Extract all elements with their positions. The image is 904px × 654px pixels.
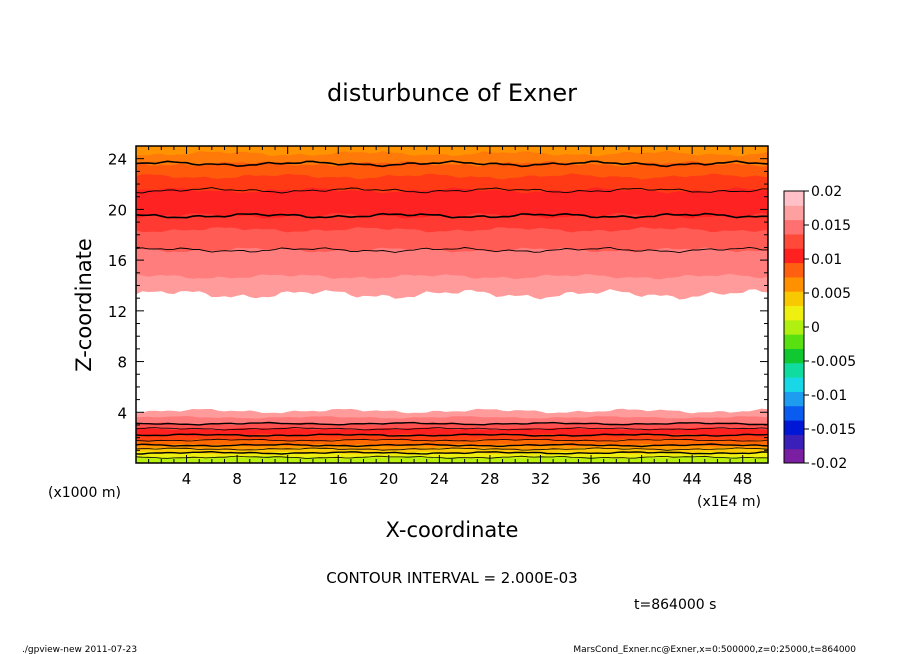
- colorbar-swatch: [784, 262, 804, 278]
- colorbar-label: -0.015: [811, 422, 856, 438]
- colorbar-swatch: [784, 205, 804, 221]
- x-tick-label: 44: [683, 470, 702, 488]
- colorbar-swatch: [784, 405, 804, 421]
- colorbar-swatch: [784, 291, 804, 307]
- top-band-8: [136, 146, 768, 157]
- x-axis-ticks: 4 8 12 16 20 24 28 32 36 40 44 48: [148, 146, 756, 488]
- colorbar-swatch: [784, 219, 804, 235]
- y-tick-label: 8: [117, 354, 127, 372]
- colorbar-swatch: [784, 248, 804, 264]
- colorbar-label: 0.015: [811, 218, 851, 234]
- colorbar-label: 0.01: [811, 252, 842, 268]
- colorbar-swatch: [784, 319, 804, 335]
- colorbar-swatch: [784, 276, 804, 292]
- x-tick-label: 32: [531, 470, 550, 488]
- colorbar-label: -0.02: [811, 456, 847, 472]
- colorbar-swatch: [784, 391, 804, 407]
- y-axis-label: Z-coordinate: [72, 238, 96, 372]
- colorbar-swatch: [784, 334, 804, 349]
- contour-line-bottom-0: [136, 455, 768, 459]
- x-tick-label: 12: [278, 470, 297, 488]
- colorbar-swatch: [784, 448, 804, 464]
- x-tick-label: 48: [733, 470, 752, 488]
- x-tick-label: 20: [379, 470, 398, 488]
- y-tick-label: 4: [117, 404, 127, 422]
- contour-line-top-1: [136, 212, 768, 219]
- time-text: t=864000 s: [634, 597, 716, 613]
- contour-line-bottom-5: [136, 433, 768, 437]
- colorbar-label: 0: [811, 320, 820, 336]
- x-tick-label: 24: [430, 470, 449, 488]
- colorbar-label: -0.005: [811, 354, 856, 370]
- x-tick-label: 36: [581, 470, 600, 488]
- chart-title: disturbunce of Exner: [327, 79, 577, 107]
- contour-line-bottom-7: [136, 421, 768, 426]
- colorbar-swatch: [784, 305, 804, 321]
- colorbar: [784, 191, 804, 464]
- x-tick-label: 8: [232, 470, 242, 488]
- colorbar-swatch: [784, 362, 804, 378]
- footer-left-text: ./gpview-new 2011-07-23: [22, 645, 137, 654]
- colorbar-swatch: [784, 377, 804, 392]
- x-unit-label: (x1E4 m): [697, 494, 761, 510]
- x-tick-label: 4: [182, 470, 192, 488]
- colorbar-label: 0.02: [811, 184, 842, 200]
- footer-right-text: MarsCond_Exner.nc@Exner,x=0:500000,z=0:2…: [573, 645, 856, 654]
- contour-interval-text: CONTOUR INTERVAL = 2.000E-03: [326, 569, 577, 587]
- contour-line-bottom-2: [136, 447, 768, 451]
- x-tick-label: 16: [329, 470, 348, 488]
- y-unit-label: (x1000 m): [48, 485, 121, 501]
- contour-line-bottom-4: [136, 438, 768, 442]
- contour-line-top-2: [136, 187, 768, 194]
- contour-line-top-0: [136, 246, 768, 254]
- colorbar-labels: 0.02 0.015 0.01 0.005 0 -0.005 -0.01 -0.015 -0.0…: [804, 184, 856, 472]
- x-axis-label: X-coordinate: [386, 518, 519, 542]
- contour-lines: [136, 160, 768, 459]
- colorbar-swatch: [784, 348, 804, 364]
- y-tick-label: 24: [108, 151, 127, 169]
- contour-line-bottom-3: [136, 443, 768, 448]
- y-tick-label: 12: [108, 303, 127, 321]
- colorbar-swatch: [784, 420, 804, 435]
- colorbar-swatch: [784, 233, 804, 249]
- y-tick-label: 16: [108, 252, 127, 270]
- y-axis-ticks: 4 8 12 16 20 24: [108, 151, 768, 451]
- colorbar-label: 0.005: [811, 286, 851, 302]
- contour-line-top-3: [136, 160, 768, 168]
- colorbar-label: -0.01: [811, 388, 847, 404]
- contour-line-bottom-1: [136, 450, 768, 455]
- colorbar-swatch: [784, 434, 804, 450]
- y-tick-label: 20: [108, 201, 127, 219]
- colorbar-swatch: [784, 191, 804, 206]
- contour-line-bottom-6: [136, 427, 768, 431]
- x-tick-label: 40: [632, 470, 651, 488]
- x-tick-label: 28: [480, 470, 499, 488]
